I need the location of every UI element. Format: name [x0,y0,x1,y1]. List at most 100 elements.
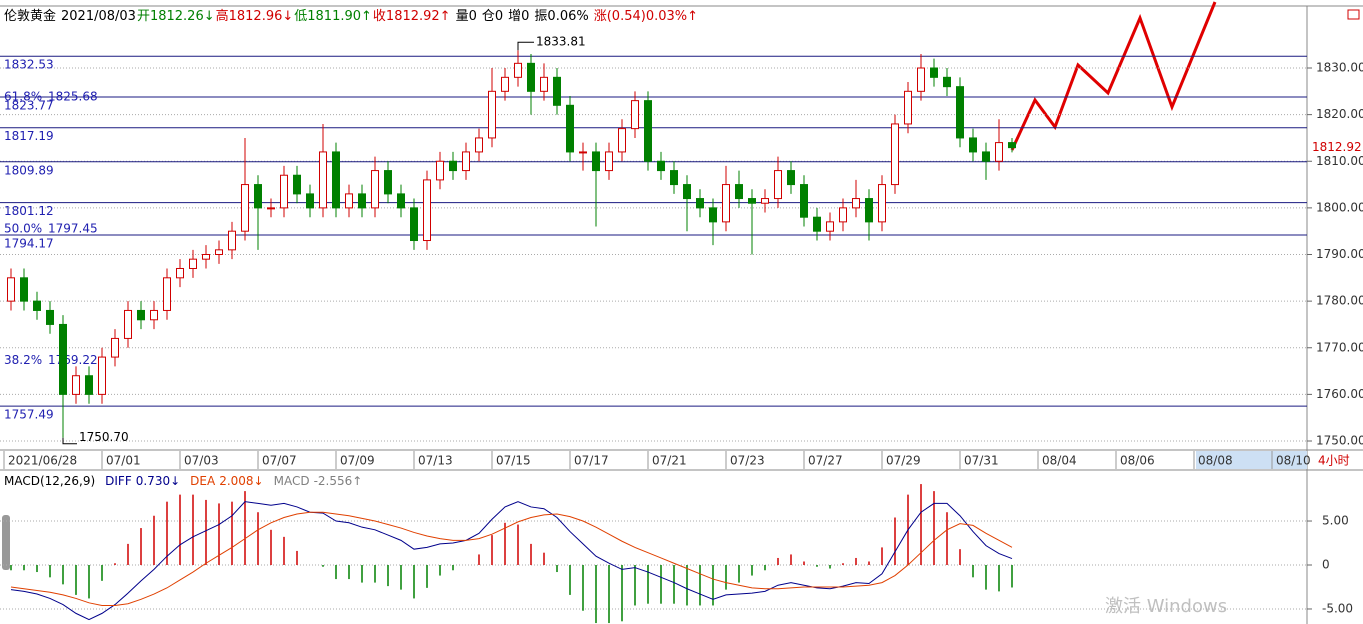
candle-body [384,170,392,195]
info-item: 振0.06% [534,9,588,24]
high-marker [517,41,534,51]
level-label: 1794.17 [4,237,54,251]
candle-body [124,309,132,339]
fib-ratio: 50.0% [4,221,42,235]
x-tick-label: 07/09 [340,454,375,468]
candle-body [176,267,184,279]
y-tick-label: 1760.00 [1316,387,1363,401]
candle-body [345,193,353,209]
candle-body [826,221,834,232]
candle-body [137,309,145,321]
candle-body [774,170,782,200]
fib-value: 1797.45 [48,221,98,235]
candle-body [839,207,847,223]
candle-body [956,86,964,139]
x-tick-label: 07/03 [184,454,219,468]
legend-value: -2.556↑ [314,474,363,488]
candle-body [215,249,223,256]
info-item: 量0 [456,9,477,24]
candle-body [592,151,600,172]
info-item: 仓0 [482,9,503,24]
candle-body [670,170,678,186]
x-tick-label: 07/15 [496,454,531,468]
legend-value: 0.730↓ [136,474,180,488]
level-label: 1809.89 [4,163,54,177]
candle-body [501,76,509,92]
watermark: 激活 Windows [1105,596,1227,617]
candle-body [59,323,67,395]
level-label: 1817.19 [4,129,54,143]
level-label: 1832.53 [4,58,54,72]
last-price-label: 1812.92 [1312,140,1362,154]
x-tick-label: 07/29 [886,454,921,468]
candle-body [917,67,925,92]
y-tick-label: 1810.00 [1316,154,1363,168]
y-tick-label: 1770.00 [1316,340,1363,354]
legend-name: DEA [190,474,216,488]
info-item: 涨(0.54)0.03%↑ [594,9,698,24]
candle-body [800,184,808,218]
window-icon [1347,9,1360,20]
candle-body [969,137,977,153]
candle-body [228,230,236,251]
candle-body [20,277,28,302]
x-tick-label: 2021/06/28 [8,454,77,468]
fib-value: 1769.22 [48,353,98,367]
y-tick-label: 5.00 [1322,514,1349,528]
x-tick-label: 07/17 [574,454,609,468]
info-item: 伦敦黄金 [4,8,56,24]
candle-body [748,198,756,204]
scroll-handle [2,515,10,570]
candle-body [982,151,990,162]
x-tick-label: 08/10 [1276,454,1311,468]
candle-body [566,104,574,153]
x-tick-label: 07/13 [418,454,453,468]
candle-body [410,207,418,242]
candle-body [943,76,951,88]
candle-body [449,160,457,172]
info-item: 2021/08/03 [61,9,136,24]
level-label: 1823.77 [4,99,54,113]
candle-body [306,193,314,209]
x-tick-label: 08/06 [1120,454,1155,468]
candle-body [111,337,119,358]
fib-value: 1825.68 [48,90,98,104]
period-label: 4小时 [1318,454,1350,468]
candle-body [397,193,405,209]
candle-body [787,170,795,186]
candle-body [813,216,821,232]
macd-line [10,511,1013,606]
x-tick-label: 08/04 [1042,454,1077,468]
candle-body [202,254,210,260]
candle-body [527,62,535,92]
info-item: 增0 [508,9,529,24]
candle-body [930,67,938,78]
x-tick-label: 08/08 [1198,454,1233,468]
candle-body [540,76,548,92]
legend-value: 2.008↓ [219,474,263,488]
candle-body [85,375,93,395]
y-tick-label: 1750.00 [1316,434,1363,448]
candle-body [241,184,249,232]
candle-body [423,179,431,242]
candle-body [462,151,470,172]
level-label: 1757.49 [4,408,54,422]
legend-name: DIFF [105,474,132,488]
candle-body [319,151,327,209]
candle-body [735,184,743,200]
fib-ratio: 38.2% [4,353,42,367]
candle-body [878,184,886,223]
candle-body [254,184,262,209]
candle-body [488,90,496,139]
y-tick-label: 1830.00 [1316,61,1363,75]
candle-body [7,277,15,302]
candle-body [514,62,522,78]
x-tick-label: 07/01 [106,454,141,468]
candle-body [852,198,860,209]
candle-body [722,184,730,223]
time-highlight [1196,451,1307,469]
y-tick-label: 1820.00 [1316,107,1363,121]
level-label: 1801.12 [4,204,54,218]
